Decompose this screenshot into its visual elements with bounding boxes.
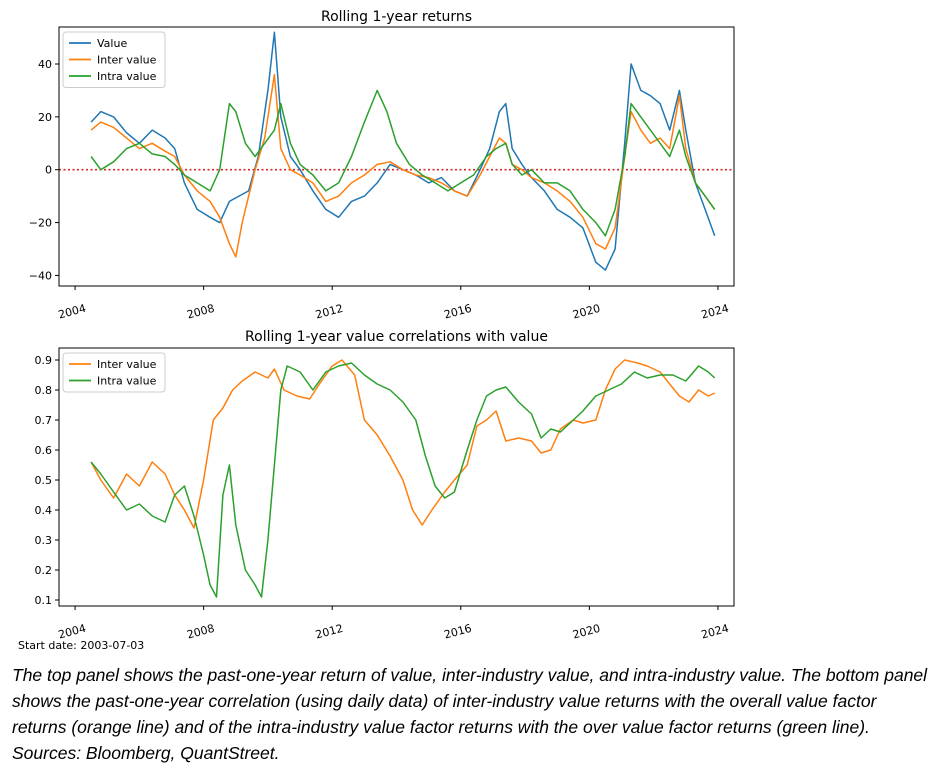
series-line-inter-value — [90, 359, 716, 529]
y-tick-label: 0.2 — [35, 564, 53, 577]
y-tick-label: 0.7 — [35, 414, 53, 427]
x-tick-label: 2020 — [571, 302, 601, 322]
y-tick-label: 0.6 — [35, 444, 53, 457]
start-date-label: Start date: 2003-07-03 — [18, 639, 145, 652]
series-group — [90, 359, 716, 598]
x-tick-label: 2016 — [443, 302, 473, 322]
correlations-chart: Rolling 1-year value correlations with v… — [35, 329, 735, 642]
legend-box — [62, 352, 166, 393]
y-tick-label: −40 — [29, 269, 52, 282]
y-tick-label: 0 — [45, 164, 52, 177]
x-tick-label: 2012 — [314, 622, 344, 642]
y-tick-label: −20 — [29, 217, 52, 230]
x-tick-label: 2004 — [57, 302, 87, 322]
chart-title: Rolling 1-year value correlations with v… — [245, 329, 548, 345]
legend-label: Inter value — [97, 54, 157, 67]
legend-box — [62, 31, 166, 88]
y-tick-label: 0.5 — [35, 474, 53, 487]
x-tick-label: 2008 — [186, 622, 216, 642]
x-tick-label: 2020 — [571, 622, 601, 642]
x-tick-label: 2024 — [700, 622, 730, 642]
series-line-intra-value — [90, 89, 716, 237]
chart-title: Rolling 1-year returns — [321, 9, 472, 25]
series-line-intra-value — [90, 362, 716, 598]
figure: Rolling 1-year returns −40 −20 0 20 40 2004 200… — [29, 9, 735, 642]
y-tick-label: 0.8 — [35, 384, 53, 397]
series-line-value — [90, 31, 716, 271]
legend-label: Inter value — [97, 358, 157, 371]
series-line-inter-value — [90, 73, 716, 258]
y-tick-label: 0.3 — [35, 534, 53, 547]
y-tick-label: 40 — [38, 58, 52, 71]
axes-frame — [58, 26, 735, 287]
axes-frame — [58, 347, 735, 607]
x-tick-label: 2008 — [186, 302, 216, 322]
x-tick-label: 2024 — [700, 302, 730, 322]
series-group — [90, 31, 716, 271]
y-tick-label: 0.9 — [35, 354, 53, 367]
x-tick-label: 2012 — [314, 302, 344, 322]
legend-label: Intra value — [97, 70, 157, 83]
legend-label: Value — [97, 37, 127, 50]
y-tick-label: 0.4 — [35, 504, 53, 517]
y-tick-label: 20 — [38, 111, 52, 124]
legend-label: Intra value — [97, 375, 157, 388]
x-tick-label: 2016 — [443, 622, 473, 642]
figure-caption: The top panel shows the past-one-year re… — [12, 665, 928, 763]
returns-chart: Rolling 1-year returns −40 −20 0 20 40 2004 200… — [29, 9, 735, 322]
y-tick-label: 0.1 — [35, 594, 53, 607]
